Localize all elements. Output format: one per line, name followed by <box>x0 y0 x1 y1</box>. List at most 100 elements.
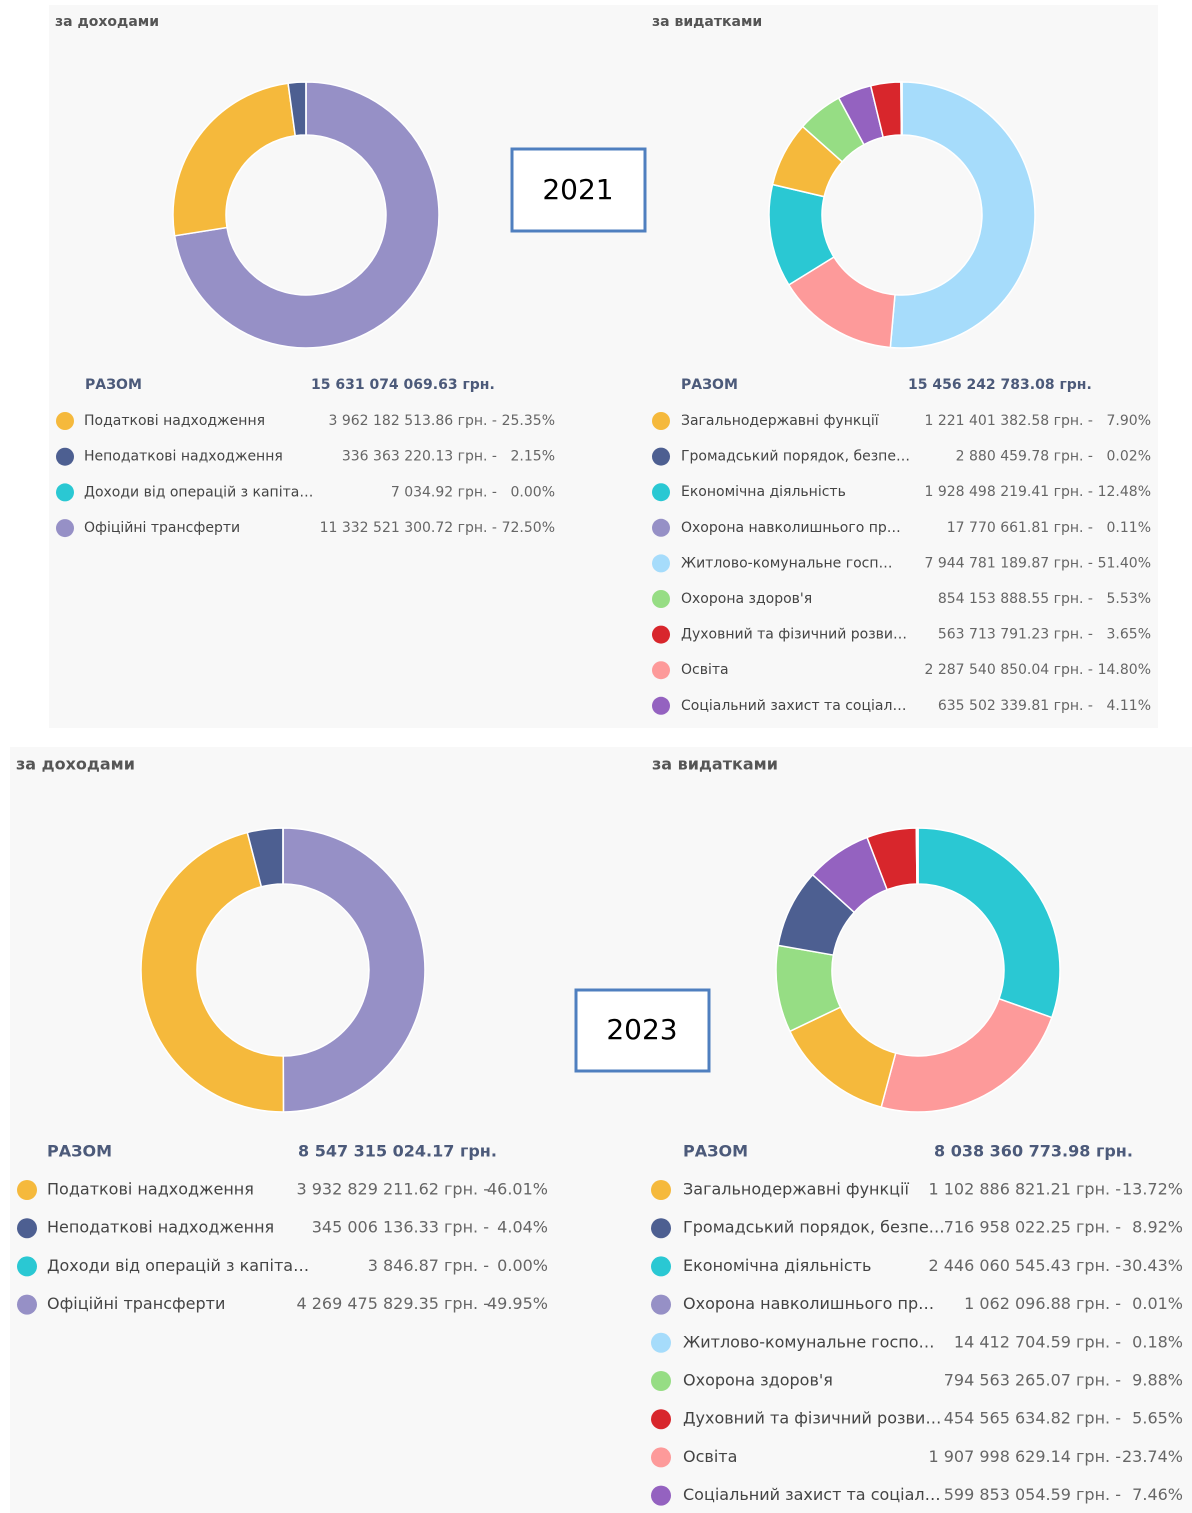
legend-dot <box>17 1294 37 1315</box>
legend-label: Освіта <box>681 662 729 678</box>
legend-amount: 3 962 182 513.86 грн. - <box>329 413 498 429</box>
legend-label: Неподаткові надходження <box>84 449 283 465</box>
legend-label: Охорона здоров'я <box>681 591 812 607</box>
legend-label: Освіта <box>683 1447 737 1466</box>
panel-2023 <box>10 747 1192 1513</box>
legend-label: Податкові надходження <box>47 1180 254 1199</box>
legend-dot <box>651 1332 671 1353</box>
panel-2021 <box>49 5 1158 728</box>
legend-label: Духовний та фізичний розви… <box>681 627 907 643</box>
legend-percent: 4.11% <box>1107 698 1151 714</box>
year-label: 2023 <box>606 1013 677 1046</box>
legend-label: Охорона навколишнього пр… <box>683 1294 934 1313</box>
year-label: 2021 <box>542 173 613 206</box>
legend-percent: 8.92% <box>1132 1218 1183 1237</box>
legend-dot <box>56 519 74 538</box>
legend-percent: 0.18% <box>1132 1332 1183 1351</box>
donut-slice <box>172 82 297 237</box>
legend-label: Громадський порядок, безпе… <box>683 1218 945 1237</box>
legend-percent: 2.15% <box>511 449 555 465</box>
legend-label: Загальнодержавні функції <box>683 1180 909 1199</box>
legend-percent: 7.46% <box>1132 1485 1183 1504</box>
legend-percent: 49.95% <box>487 1294 548 1313</box>
total-value: 8 038 360 773.98 грн. <box>934 1142 1133 1161</box>
legend-percent: 4.04% <box>497 1218 548 1237</box>
legend-label: Неподаткові надходження <box>47 1218 274 1237</box>
legend-dot <box>652 696 670 715</box>
legend-percent: 0.00% <box>497 1256 548 1275</box>
legend-amount: 1 102 886 821.21 грн. - <box>928 1180 1121 1199</box>
legend-dot <box>652 554 670 573</box>
legend-percent: 5.65% <box>1132 1409 1183 1428</box>
legend-amount: 7 944 781 189.87 грн. - <box>925 555 1094 571</box>
legend-label: Громадський порядок, безпе… <box>681 449 910 465</box>
total-value: 15 631 074 069.63 грн. <box>311 377 495 393</box>
legend-label: Доходи від операцій з капіта… <box>47 1256 309 1275</box>
legend-percent: 3.65% <box>1107 627 1151 643</box>
legend-percent: 9.88% <box>1132 1371 1183 1390</box>
legend-label: Доходи від операцій з капіта… <box>84 484 313 500</box>
total-label: РАЗОМ <box>47 1142 112 1161</box>
legend-amount: 336 363 220.13 грн. - <box>342 449 497 465</box>
legend-amount: 635 502 339.81 грн. - <box>938 698 1093 714</box>
donut-slice <box>173 81 440 349</box>
legend-amount: 2 287 540 850.04 грн. - <box>925 662 1094 678</box>
donut-slice <box>889 81 1036 349</box>
donut-slice <box>140 831 285 1113</box>
legend-dot <box>56 483 74 502</box>
legend-dot <box>652 447 670 466</box>
legend-percent: 14.80% <box>1098 662 1151 678</box>
legend-dot <box>17 1218 37 1239</box>
legend-label: Економічна діяльність <box>683 1256 871 1275</box>
year-box <box>510 147 647 233</box>
legend-amount: 17 770 661.81 грн. - <box>947 520 1093 536</box>
legend-amount: 716 958 022.25 грн. - <box>944 1218 1121 1237</box>
legend-dot <box>17 1256 37 1277</box>
legend-percent: 25.35% <box>502 413 555 429</box>
legend-label: Охорона навколишнього пр… <box>681 520 901 536</box>
legend-amount: 1 907 998 629.14 грн. - <box>928 1447 1121 1466</box>
legend-amount: 14 412 704.59 грн. - <box>954 1332 1121 1351</box>
legend-dot <box>651 1447 671 1468</box>
legend-dot <box>652 483 670 502</box>
chart-title: за доходами <box>55 14 159 30</box>
total-value: 15 456 242 783.08 грн. <box>908 377 1092 393</box>
donut-slice <box>880 997 1053 1113</box>
legend-amount: 454 565 634.82 грн. - <box>944 1409 1121 1428</box>
legend-label: Загальнодержавні функції <box>681 413 879 429</box>
legend-percent: 46.01% <box>487 1180 548 1199</box>
legend-amount: 1 062 096.88 грн. - <box>964 1294 1121 1313</box>
chart-title: за доходами <box>16 755 135 774</box>
total-value: 8 547 315 024.17 грн. <box>298 1142 497 1161</box>
legend-label: Офіційні трансферти <box>47 1294 225 1313</box>
legend-amount: 599 853 054.59 грн. - <box>944 1485 1121 1504</box>
legend-amount: 1 928 498 219.41 грн. - <box>925 484 1094 500</box>
legend-amount: 854 153 888.55 грн. - <box>938 591 1093 607</box>
legend-amount: 3 846.87 грн. - <box>368 1256 489 1275</box>
legend-amount: 4 269 475 829.35 грн. - <box>296 1294 489 1313</box>
legend-dot <box>652 412 670 430</box>
legend-label: Соціальний захист та соціал… <box>681 698 906 714</box>
legend-percent: 51.40% <box>1098 555 1151 571</box>
legend-percent: 5.53% <box>1107 591 1151 607</box>
legend-dot <box>17 1180 37 1200</box>
legend-dot <box>652 625 670 644</box>
legend-percent: 0.01% <box>1132 1294 1183 1313</box>
legend-dot <box>651 1371 671 1391</box>
legend-amount: 563 713 791.23 грн. - <box>938 627 1093 643</box>
legend-dot <box>651 1218 671 1239</box>
legend-percent: 23.74% <box>1122 1447 1183 1466</box>
legend-percent: 12.48% <box>1098 484 1151 500</box>
legend-label: Економічна діяльність <box>681 484 846 500</box>
legend-label: Житлово-комунальне госпо… <box>683 1332 935 1351</box>
legend-dot <box>652 661 670 680</box>
legend-percent: 0.02% <box>1107 449 1151 465</box>
legend-label: Податкові надходження <box>84 413 265 429</box>
chart-title: за видатками <box>652 14 762 30</box>
donut-slice <box>917 827 1061 1019</box>
legend-percent: 0.11% <box>1107 520 1151 536</box>
legend-amount: 1 221 401 382.58 грн. - <box>925 413 1094 429</box>
chart-title: за видатками <box>652 755 778 774</box>
legend-amount: 3 932 829 211.62 грн. - <box>296 1180 489 1199</box>
